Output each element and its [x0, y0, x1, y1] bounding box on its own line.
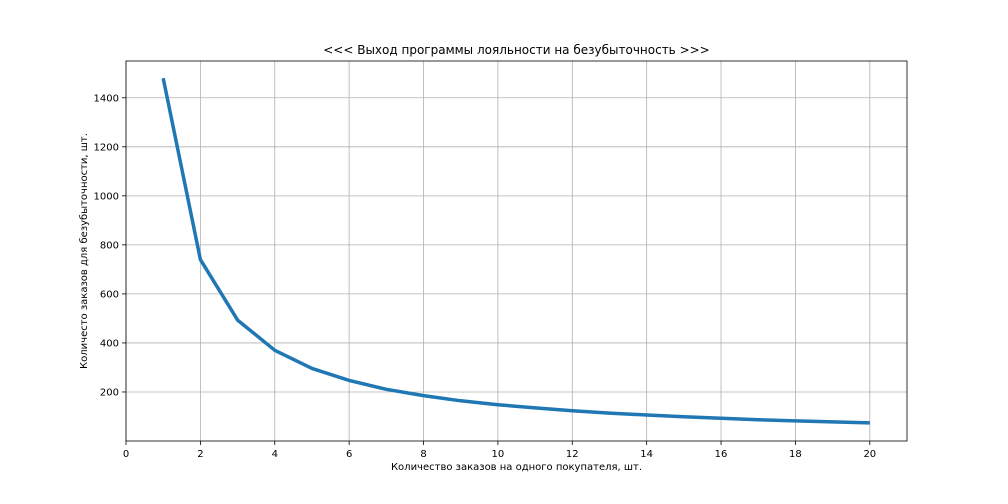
x-tick-label: 14: [640, 449, 653, 460]
y-tick-label: 400: [100, 338, 119, 349]
x-tick-label: 0: [123, 449, 129, 460]
series-layer: [161, 77, 870, 425]
y-tick-label: 200: [100, 387, 119, 398]
y-axis-label: Количесто заказов для безубыточности, шт…: [79, 133, 90, 369]
x-tick-label: 4: [272, 449, 278, 460]
x-axis-label: Количество заказов на одного покупателя,…: [391, 462, 642, 473]
y-tick-label: 600: [100, 289, 119, 300]
y-tick-label: 1200: [94, 142, 119, 153]
x-axis-ticks: 0 2 4 6 8 10 12 14 16 18 20: [123, 441, 876, 460]
series-line: [161, 77, 870, 425]
x-tick-label: 10: [492, 449, 505, 460]
x-tick-label: 18: [789, 449, 802, 460]
grid: [125, 61, 907, 441]
x-tick-label: 2: [197, 449, 203, 460]
x-tick-label: 6: [346, 449, 352, 460]
y-tick-label: 1000: [94, 191, 119, 202]
chart-title: <<< Выход программы лояльности на безубы…: [323, 43, 709, 57]
y-tick-label: 1400: [94, 93, 119, 104]
y-tick-label: 800: [100, 240, 119, 251]
plot-frame: [125, 60, 908, 442]
y-axis-ticks: 200 400 600 800 1000 1200 1400: [94, 93, 126, 398]
x-tick-label: 12: [566, 449, 579, 460]
x-tick-label: 16: [715, 449, 728, 460]
x-tick-label: 20: [863, 449, 876, 460]
x-tick-label: 8: [420, 449, 426, 460]
